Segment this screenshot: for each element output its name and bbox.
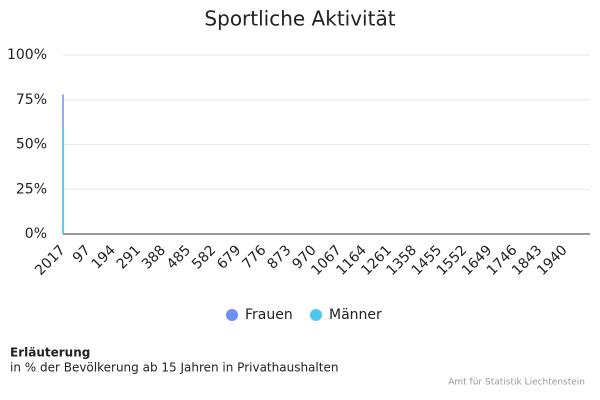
y-tick-label: 75% (16, 92, 47, 108)
y-tick-label: 100% (7, 47, 47, 63)
source: Amt für Statistik Liechtenstein (448, 378, 585, 388)
x-tick-label: 582 (189, 242, 219, 272)
x-tick-label: 291 (114, 242, 144, 272)
y-tick-label: 0% (25, 226, 47, 242)
x-tick-label: 485 (164, 242, 194, 272)
note: in % der Bevölkerung ab 15 Jahren in Pri… (10, 361, 338, 375)
x-tick-label: 194 (89, 242, 119, 272)
legend-label: Männer (329, 307, 382, 323)
y-tick-label: 50% (16, 137, 47, 153)
legend-marker (310, 309, 322, 321)
x-tick-label: 2017 (32, 242, 69, 279)
y-tick-label: 25% (16, 181, 47, 197)
x-tick-label: 776 (239, 242, 269, 272)
x-tick-label: 873 (264, 242, 294, 272)
x-tick-label: 679 (214, 242, 244, 272)
note-title: Erläuterung (10, 346, 90, 360)
legend-marker (226, 309, 238, 321)
legend-label: Frauen (245, 307, 293, 323)
chart-title: Sportliche Aktivität (204, 7, 395, 31)
x-tick-label: 388 (139, 242, 169, 272)
